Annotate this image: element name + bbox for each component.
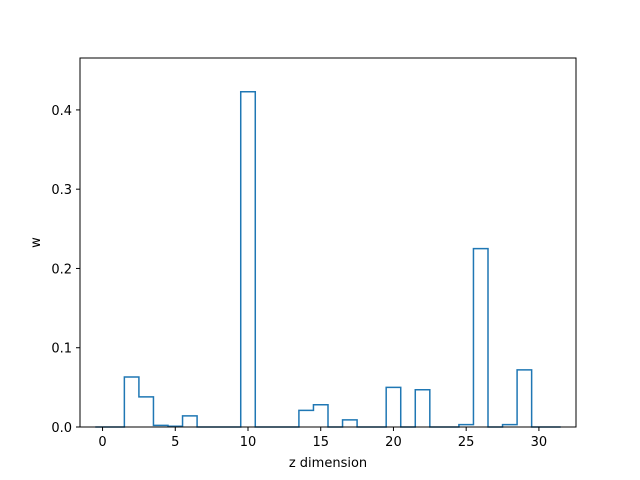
y-axis: 0.0 0.1 0.2 0.3 0.4 [51, 104, 80, 436]
histogram-bin [473, 249, 488, 427]
x-axis: 0 5 10 15 20 25 30 [98, 427, 547, 450]
x-tick-label: 10 [240, 435, 257, 450]
y-tick-label: 0.2 [51, 262, 72, 277]
histogram-bin [139, 397, 154, 427]
histogram-bin [517, 370, 532, 427]
x-tick-label: 25 [458, 435, 475, 450]
y-tick-label: 0.3 [51, 183, 72, 198]
histogram-bin [241, 92, 256, 427]
x-tick-label: 20 [385, 435, 402, 450]
y-axis-label: w [29, 237, 44, 248]
histogram-bin [183, 416, 198, 427]
histogram-bin [124, 377, 139, 427]
x-tick-label: 0 [98, 435, 106, 450]
y-tick-label: 0.1 [51, 342, 72, 357]
histogram-bin [299, 410, 314, 427]
y-tick-label: 0.4 [51, 104, 72, 119]
x-tick-label: 15 [312, 435, 329, 450]
plot-frame [79, 57, 577, 428]
x-tick-label: 5 [171, 435, 179, 450]
x-tick-label: 30 [531, 435, 548, 450]
y-tick-label: 0.0 [51, 421, 72, 436]
x-axis-label: z dimension [289, 456, 367, 471]
histogram-bin [313, 405, 328, 427]
histogram-bin [415, 390, 430, 427]
histogram-bin [386, 387, 401, 427]
histogram-bin [343, 420, 358, 427]
